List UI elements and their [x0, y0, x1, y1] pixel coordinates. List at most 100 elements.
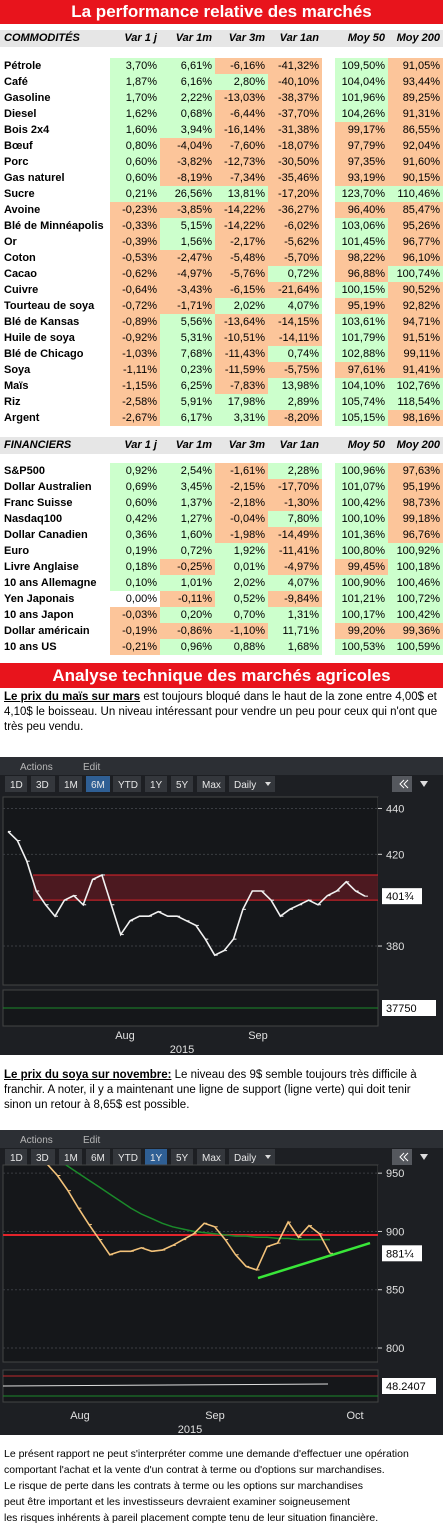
value-cell: 90,15% — [388, 170, 443, 186]
value-cell: -2,67% — [110, 410, 160, 426]
value-cell: 96,10% — [388, 250, 443, 266]
value-cell: -14,22% — [215, 202, 268, 218]
value-cell: 93,44% — [388, 74, 443, 90]
value-cell: -0,25% — [160, 559, 215, 575]
range-button[interactable] — [145, 776, 167, 792]
dropdown-arrow — [265, 782, 271, 786]
value-cell: 0,60% — [110, 495, 160, 511]
value-cell: -1,71% — [160, 298, 215, 314]
value-cell: 0,68% — [160, 106, 215, 122]
value-cell: 100,15% — [335, 282, 388, 298]
value-cell: -11,59% — [215, 362, 268, 378]
value-cell: -0,04% — [215, 511, 268, 527]
range-button[interactable] — [145, 1149, 167, 1165]
row-name: Livre Anglaise — [0, 559, 110, 575]
value-cell: 0,18% — [110, 559, 160, 575]
range-button[interactable] — [31, 776, 55, 792]
range-button-label: 1Y — [150, 780, 163, 791]
value-cell: 98,16% — [388, 410, 443, 426]
value-cell: 7,80% — [268, 511, 322, 527]
value-cell: 100,46% — [388, 575, 443, 591]
column-header: Moy 50 — [335, 30, 388, 47]
menu-item: Edit — [83, 1135, 100, 1146]
dropdown-arrow — [265, 1155, 271, 1159]
value-cell: 5,31% — [160, 330, 215, 346]
value-cell: 5,91% — [160, 394, 215, 410]
range-button[interactable] — [5, 776, 27, 792]
article-text: Le niveau des 9$ semble toujours très di… — [4, 1069, 417, 1111]
value-cell: 1,56% — [160, 234, 215, 250]
value-cell: -1,03% — [110, 346, 160, 362]
row-name: Gasoline — [0, 90, 110, 106]
range-button[interactable] — [229, 776, 275, 792]
value-cell: -17,70% — [268, 479, 322, 495]
value-cell: 1,01% — [160, 575, 215, 591]
value-cell: 118,54% — [388, 394, 443, 410]
range-button-label: 6M — [91, 1153, 105, 1164]
row-name: Franc Suisse — [0, 495, 110, 511]
disclaimer-line: Le présent rapport ne peut s'interpréter… — [4, 1448, 409, 1460]
x-tick-label: Sep — [248, 1030, 268, 1042]
price-chart: Actions Edit 1D 3D 1M 6M YTD 1Y 5Y Max Daily 380 420… — [0, 757, 443, 1055]
value-cell: -36,27% — [268, 202, 322, 218]
value-cell: 1,62% — [110, 106, 160, 122]
range-button-label: 1D — [10, 1153, 23, 1164]
range-button[interactable] — [86, 1149, 110, 1165]
row-name: Blé de Minnéapolis — [0, 218, 110, 234]
value-cell: 2,89% — [268, 394, 322, 410]
value-cell: 0,96% — [160, 639, 215, 655]
value-cell: 91,41% — [388, 362, 443, 378]
value-cell: 3,70% — [110, 58, 160, 74]
value-cell: 90,52% — [388, 282, 443, 298]
value-cell: 5,56% — [160, 314, 215, 330]
value-cell: -0,33% — [110, 218, 160, 234]
value-cell: -6,15% — [215, 282, 268, 298]
value-cell: -1,15% — [110, 378, 160, 394]
range-button[interactable] — [5, 1149, 27, 1165]
value-cell: -1,98% — [215, 527, 268, 543]
last-price-box — [382, 888, 422, 905]
row-name: Tourteau de soya — [0, 298, 110, 314]
collapse-icon — [399, 1152, 409, 1162]
range-button[interactable] — [197, 776, 225, 792]
range-button[interactable] — [113, 1149, 141, 1165]
value-cell: -6,44% — [215, 106, 268, 122]
collapse-button[interactable] — [392, 1149, 412, 1165]
range-button[interactable] — [197, 1149, 225, 1165]
row-name: 10 ans Allemagne — [0, 575, 110, 591]
range-button[interactable] — [171, 776, 193, 792]
value-cell: 100,80% — [335, 543, 388, 559]
value-cell: -4,97% — [160, 266, 215, 282]
value-cell: 92,04% — [388, 138, 443, 154]
y-tick-label: 380 — [386, 941, 404, 953]
value-cell: 109,50% — [335, 58, 388, 74]
value-cell: 2,02% — [215, 575, 268, 591]
range-button-label: 1M — [64, 1153, 78, 1164]
range-button[interactable] — [59, 1149, 82, 1165]
value-cell: 99,17% — [335, 122, 388, 138]
range-button[interactable] — [229, 1149, 275, 1165]
value-cell: 1,37% — [160, 495, 215, 511]
column-header: Var 3m — [215, 437, 268, 454]
value-cell: -18,07% — [268, 138, 322, 154]
value-cell: 13,81% — [215, 186, 268, 202]
range-button[interactable] — [171, 1149, 193, 1165]
value-cell: 3,94% — [160, 122, 215, 138]
value-cell: -1,11% — [110, 362, 160, 378]
value-cell: 0,72% — [268, 266, 322, 282]
value-cell: 26,56% — [160, 186, 215, 202]
value-cell: 99,45% — [335, 559, 388, 575]
range-button[interactable] — [86, 776, 110, 792]
range-button[interactable] — [59, 776, 82, 792]
row-name: Diesel — [0, 106, 110, 122]
range-button[interactable] — [31, 1149, 55, 1165]
range-button[interactable] — [113, 776, 141, 792]
value-cell: 0,42% — [110, 511, 160, 527]
header-gap — [322, 437, 335, 454]
collapse-button[interactable] — [392, 776, 412, 792]
value-cell: 1,70% — [110, 90, 160, 106]
disclaimer-line: Le risque de perte dans les contrats à t… — [4, 1480, 363, 1492]
value-cell: -31,38% — [268, 122, 322, 138]
value-cell: -5,76% — [215, 266, 268, 282]
value-cell: 97,79% — [335, 138, 388, 154]
